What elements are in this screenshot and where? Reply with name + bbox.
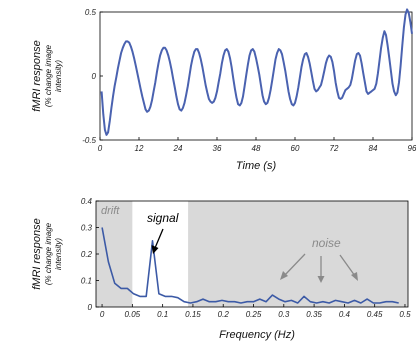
time-y-tick-label: 0 — [92, 72, 97, 81]
freq-y-tick-label: 0.4 — [81, 197, 93, 206]
freq-y-axis-label: fMRI response — [31, 218, 43, 290]
freq-x-ticks: 0 0.05 0.1 0.15 0.2 0.25 0.3 0.35 0.4 0.45 0.5 — [100, 304, 411, 319]
freq-y-axis-sublabel-2: intensity) — [54, 238, 63, 270]
drift-shaded-region — [96, 201, 133, 307]
time-x-tick-label: 48 — [252, 144, 261, 153]
time-series-line — [100, 8, 413, 136]
freq-x-tick-label: 0.25 — [246, 310, 262, 319]
freq-y-axis-sublabel-1: (% change image — [44, 222, 53, 285]
freq-x-tick-label: 0.5 — [399, 310, 411, 319]
frequency-panel: 0 0.05 0.1 0.15 0.2 0.25 0.3 0.35 0.4 0.45 0.5 0 0.… — [31, 197, 411, 341]
time-x-tick-label: 12 — [135, 144, 144, 153]
freq-x-tick-label: 0.35 — [306, 310, 322, 319]
freq-x-tick-label: 0.3 — [278, 310, 290, 319]
time-series-panel: 0 12 24 36 48 60 72 84 96 -0.500.5 Time (s) fMRI… — [31, 8, 416, 172]
freq-x-tick-label: 0.1 — [157, 310, 168, 319]
freq-x-tick-label: 0.15 — [185, 310, 201, 319]
freq-y-tick-label: 0.1 — [81, 277, 92, 286]
time-x-tick-label: 36 — [213, 144, 222, 153]
freq-x-tick-label: 0 — [100, 310, 105, 319]
freq-x-axis-label: Frequency (Hz) — [219, 329, 295, 341]
time-plot-frame — [99, 11, 413, 141]
time-y-axis-sublabel-1: (% change image — [44, 44, 53, 107]
time-y-ticks: -0.5 0 0.5 — [82, 8, 103, 145]
signal-arrow — [151, 228, 164, 254]
noise-shaded-region — [188, 201, 408, 307]
freq-y-tick-label: 0 — [88, 303, 93, 312]
time-x-axis-label: Time (s) — [236, 160, 277, 172]
noise-arrows — [280, 253, 358, 283]
freq-x-tick-label: 0.2 — [218, 310, 230, 319]
time-x-tick-label: 0 — [98, 144, 103, 153]
time-x-tick-label: 72 — [330, 144, 339, 153]
time-x-tick-label: 60 — [291, 144, 300, 153]
drift-label: drift — [101, 205, 120, 217]
freq-x-tick-label: 0.05 — [125, 310, 141, 319]
freq-y-ticks: 0 0.1 0.2 0.3 0.4 — [81, 197, 99, 312]
freq-y-tick-label: 0.3 — [81, 224, 93, 233]
time-y-axis-label: fMRI response — [31, 40, 43, 112]
time-x-tick-label: 24 — [173, 144, 183, 153]
freq-y-axis-label-group: fMRI response (% change image intensity) — [31, 218, 63, 290]
freq-x-tick-label: 0.4 — [339, 310, 351, 319]
signal-label: signal — [147, 211, 179, 225]
time-x-tick-label: 84 — [369, 144, 378, 153]
time-x-tick-label: 96 — [408, 144, 416, 153]
freq-y-tick-label: 0.2 — [81, 250, 93, 259]
freq-x-tick-label: 0.45 — [367, 310, 383, 319]
time-x-ticks: 0 12 24 36 48 60 72 84 96 — [98, 137, 416, 153]
noise-label: noise — [312, 236, 341, 250]
time-y-tick-label: -0.5 — [82, 136, 96, 145]
time-y-tick-label: 0.5 — [85, 8, 97, 17]
spectrum-line — [101, 227, 399, 304]
time-y-axis-sublabel-2: intensity) — [54, 60, 63, 92]
time-y-axis-label-group: fMRI response (% change image intensity) — [31, 40, 63, 112]
